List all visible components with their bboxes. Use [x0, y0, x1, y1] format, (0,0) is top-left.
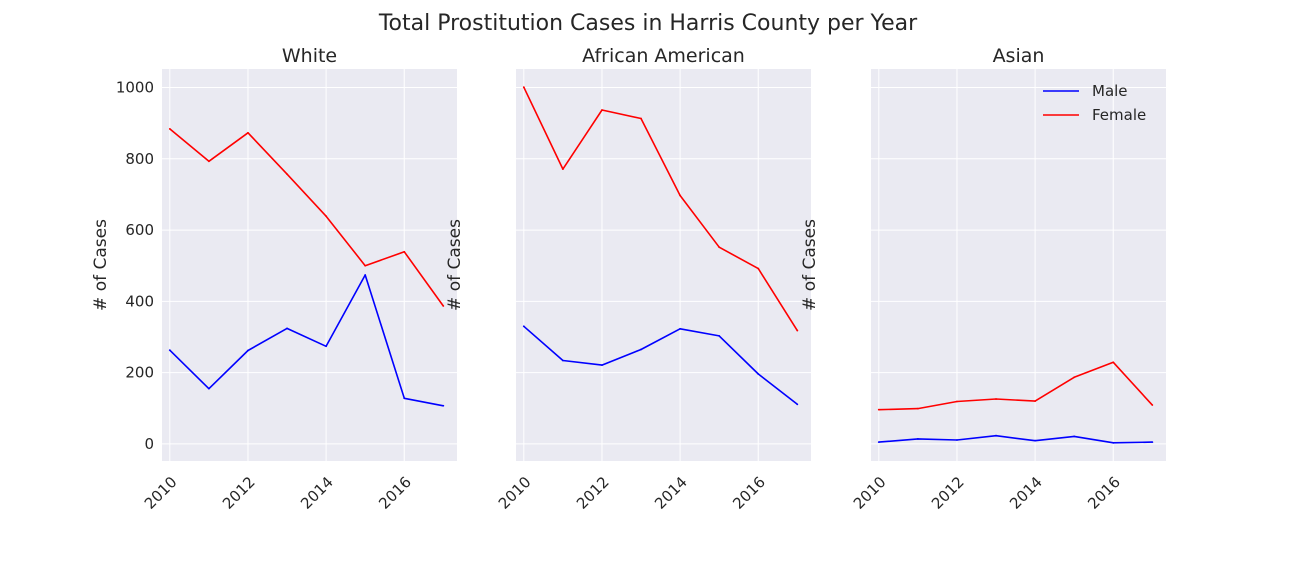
y-axis-label: # of Cases	[800, 219, 820, 311]
data-point-female	[403, 250, 406, 253]
data-point-female	[522, 86, 525, 89]
series-line-female	[523, 86, 798, 332]
x-tick-label: 2016	[375, 473, 415, 513]
data-point-male	[561, 359, 564, 362]
data-point-male	[442, 404, 445, 407]
data-point-female	[956, 400, 958, 403]
y-axis-label: # of Cases	[91, 219, 111, 311]
data-point-female	[718, 246, 721, 249]
data-point-female	[601, 109, 603, 111]
y-tick-label: 800	[125, 150, 154, 168]
x-tick-label: 2012	[573, 473, 613, 513]
data-point-male	[207, 387, 210, 390]
data-point-male	[168, 349, 171, 352]
data-point-female	[247, 131, 249, 134]
data-point-male	[757, 373, 760, 375]
data-point-female	[442, 305, 445, 307]
x-tick-label: 2012	[928, 473, 968, 513]
data-point-female	[640, 117, 642, 120]
data-point-female	[1034, 400, 1037, 403]
data-point-male	[916, 438, 919, 440]
data-point-female	[325, 215, 328, 218]
chart-panel-3: Asian # of Cases 2010 2012 2014 2016 Male Femal…	[800, 45, 1166, 513]
data-point-female	[207, 160, 210, 163]
data-point-male	[247, 349, 249, 352]
panel-title: White	[282, 45, 337, 67]
y-tick-label: 400	[125, 292, 154, 310]
data-point-male	[956, 439, 958, 441]
y-tick-label: 0	[144, 435, 154, 453]
data-point-male	[995, 434, 997, 437]
series-line-male	[523, 325, 798, 405]
series-line-female	[169, 128, 444, 307]
y-tick-label: 200	[125, 364, 154, 382]
data-point-female	[877, 408, 880, 411]
y-axis-label: # of Cases	[445, 219, 465, 311]
data-point-female	[1112, 361, 1115, 364]
data-point-male	[718, 335, 721, 337]
x-tick-label: 2014	[1006, 473, 1046, 513]
chart-suptitle: Total Prostitution Cases in Harris Count…	[378, 11, 918, 36]
data-point-female	[561, 168, 564, 171]
legend-label-male: Male	[1092, 82, 1128, 100]
panel-title: African American	[582, 45, 745, 67]
panel-title: Asian	[993, 45, 1045, 67]
data-point-male	[796, 403, 799, 406]
data-point-female	[916, 407, 919, 410]
data-point-male	[1034, 439, 1037, 442]
series-line-male	[878, 434, 1153, 444]
data-point-male	[364, 274, 367, 276]
x-tick-label: 2012	[219, 473, 259, 513]
data-point-male	[1112, 441, 1115, 444]
data-point-male	[679, 327, 682, 330]
series-line-male	[169, 274, 444, 407]
data-point-male	[325, 345, 328, 348]
y-tick-label: 600	[125, 221, 154, 239]
data-point-male	[877, 441, 880, 444]
x-tick-label: 2014	[651, 473, 691, 513]
x-tick-label: 2010	[495, 473, 535, 513]
chart-panel-2: African American # of Cases 2010 2012 2014 20…	[445, 45, 811, 513]
data-point-female	[1073, 376, 1076, 379]
data-point-male	[403, 397, 406, 400]
plot-area	[871, 69, 1166, 461]
data-point-male	[1151, 441, 1154, 444]
plot-area	[516, 69, 811, 461]
data-point-female	[364, 264, 367, 267]
data-point-female	[995, 398, 997, 400]
data-point-female	[1151, 404, 1154, 406]
data-point-female	[796, 329, 799, 332]
data-point-male	[286, 327, 288, 330]
data-point-male	[1073, 435, 1076, 438]
x-tick-label: 2016	[729, 473, 769, 513]
chart-panel-1: White # of Cases 0 200 400 600 800 1000 2010 2012…	[91, 45, 457, 513]
data-point-male	[601, 364, 603, 367]
plot-area	[162, 69, 457, 461]
chart-legend: Male Female	[1043, 82, 1146, 124]
x-tick-label: 2010	[141, 473, 181, 513]
y-tick-label: 1000	[116, 79, 154, 97]
x-tick-label: 2014	[297, 473, 337, 513]
data-point-female	[286, 173, 288, 176]
x-tick-label: 2010	[850, 473, 890, 513]
legend-label-female: Female	[1092, 106, 1146, 124]
x-tick-label: 2016	[1084, 473, 1124, 513]
series-line-female	[878, 361, 1153, 411]
data-point-female	[679, 194, 682, 197]
data-point-female	[168, 127, 171, 130]
data-point-female	[757, 267, 760, 270]
data-point-male	[640, 348, 642, 351]
data-point-male	[522, 325, 525, 328]
